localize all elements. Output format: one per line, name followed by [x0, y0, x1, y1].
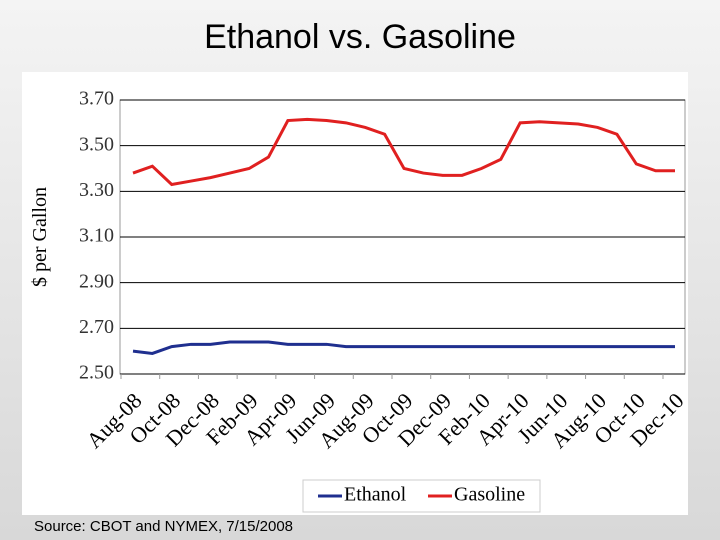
series-line: [132, 340, 675, 355]
y-tick-label: 3.50: [79, 133, 114, 155]
y-tick-label: 3.30: [79, 179, 114, 201]
y-tick-label: 2.70: [79, 316, 114, 338]
y-tick-label: 3.70: [79, 88, 114, 110]
y-axis-label: $ per Gallon: [29, 187, 51, 287]
chart-panel: [22, 72, 688, 515]
slide-title: Ethanol vs. Gasoline: [204, 18, 516, 56]
y-tick-label: 3.10: [79, 225, 114, 247]
legend-label: Gasoline: [454, 484, 525, 506]
source-note: Source: CBOT and NYMEX, 7/15/2008: [34, 518, 293, 535]
legend-box: [302, 479, 541, 513]
y-tick-label: 2.50: [79, 362, 114, 384]
series-line: [132, 117, 675, 187]
legend-label: Ethanol: [344, 484, 407, 506]
y-tick-label: 2.90: [79, 270, 114, 292]
